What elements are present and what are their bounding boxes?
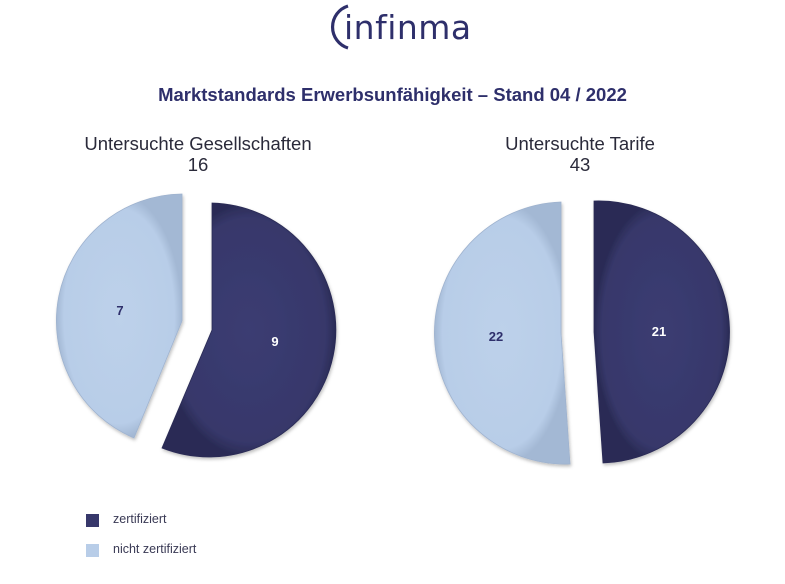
chart-heading-label: Untersuchte Tarife [505,133,655,154]
slice-value: 21 [652,324,666,339]
slice-zertifiziert[interactable] [161,202,337,458]
chart-heading-gesellschaften: Untersuchte Gesellschaften 16 [38,133,358,175]
slice-value: 9 [271,334,278,349]
slice-value: 22 [489,329,503,344]
slice-nicht-zertifiziert[interactable] [434,201,571,465]
legend-swatch-dark-icon [86,514,99,527]
slice-value: 7 [116,303,123,318]
legend-label: nicht zertifiziert [113,542,197,556]
legend-swatch-light-icon [86,544,99,557]
infinma-logo: infinma [326,2,471,52]
chart-heading-total: 16 [187,154,209,175]
pie-tarife: 21 22 [434,200,730,465]
chart-heading-label: Untersuchte Gesellschaften [84,133,312,154]
legend-label: zertifiziert [113,512,167,526]
logo-text: infinma [344,8,472,47]
logo-arc-icon [331,4,349,50]
slice-zertifiziert[interactable] [593,200,730,464]
slice-nicht-zertifiziert[interactable] [55,193,183,439]
page-title: Marktstandards Erwerbsunfähigkeit – Stan… [158,84,627,105]
chart-heading-total: 43 [569,154,591,175]
chart-heading-tarife: Untersuchte Tarife 43 [420,133,740,175]
pie-gesellschaften: 9 7 [55,193,337,458]
